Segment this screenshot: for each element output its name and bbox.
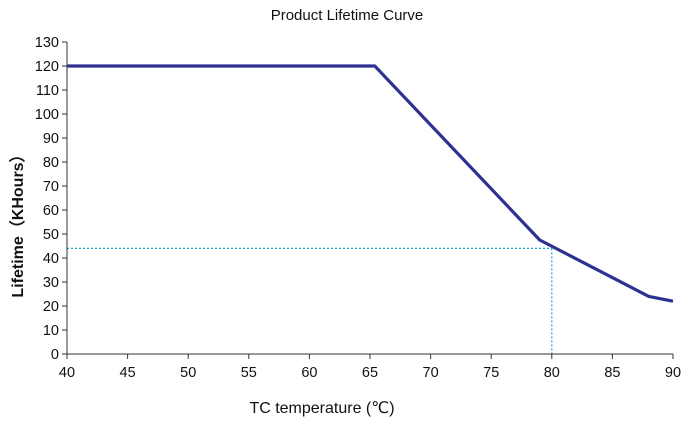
chart-title: Product Lifetime Curve xyxy=(271,7,424,24)
series-group xyxy=(67,64,674,303)
x-tick-label: 45 xyxy=(120,365,136,381)
x-tick-label: 80 xyxy=(544,365,560,381)
y-axis-title: Lifetime（KHours） xyxy=(9,146,27,297)
reference-lines xyxy=(67,247,553,354)
x-axis-ticks: 40 45 50 55 60 65 70 75 80 85 90 xyxy=(59,354,681,381)
x-tick-label: 70 xyxy=(423,365,439,381)
x-tick-label: 55 xyxy=(241,365,257,381)
x-tick-label: 65 xyxy=(362,365,378,381)
y-tick-label: 50 xyxy=(43,227,59,243)
y-tick-label: 80 xyxy=(43,155,59,171)
y-tick-label: 30 xyxy=(43,275,59,291)
y-tick-label: 40 xyxy=(43,251,59,267)
x-tick-label: 75 xyxy=(483,365,499,381)
y-tick-label: 60 xyxy=(43,203,59,219)
y-tick-label: 90 xyxy=(43,131,59,147)
y-tick-label: 70 xyxy=(43,179,59,195)
x-tick-label: 85 xyxy=(604,365,620,381)
y-tick-label: 20 xyxy=(43,299,59,315)
y-tick-label: 120 xyxy=(35,59,59,75)
x-tick-label: 90 xyxy=(665,365,681,381)
x-tick-label: 40 xyxy=(59,365,75,381)
y-axis-ticks: 0 10 20 30 40 50 60 70 80 90 100 110 120 130 xyxy=(35,35,67,363)
y-tick-label: 10 xyxy=(43,323,59,339)
x-tick-label: 50 xyxy=(180,365,196,381)
y-tick-label: 110 xyxy=(36,83,59,99)
x-tick-label: 60 xyxy=(301,365,317,381)
y-tick-label: 130 xyxy=(35,35,59,51)
y-tick-label: 100 xyxy=(35,107,59,123)
x-axis-title: TC temperature (℃) xyxy=(249,400,394,417)
lifetime-series-line xyxy=(67,64,674,303)
y-tick-label: 0 xyxy=(51,347,59,363)
